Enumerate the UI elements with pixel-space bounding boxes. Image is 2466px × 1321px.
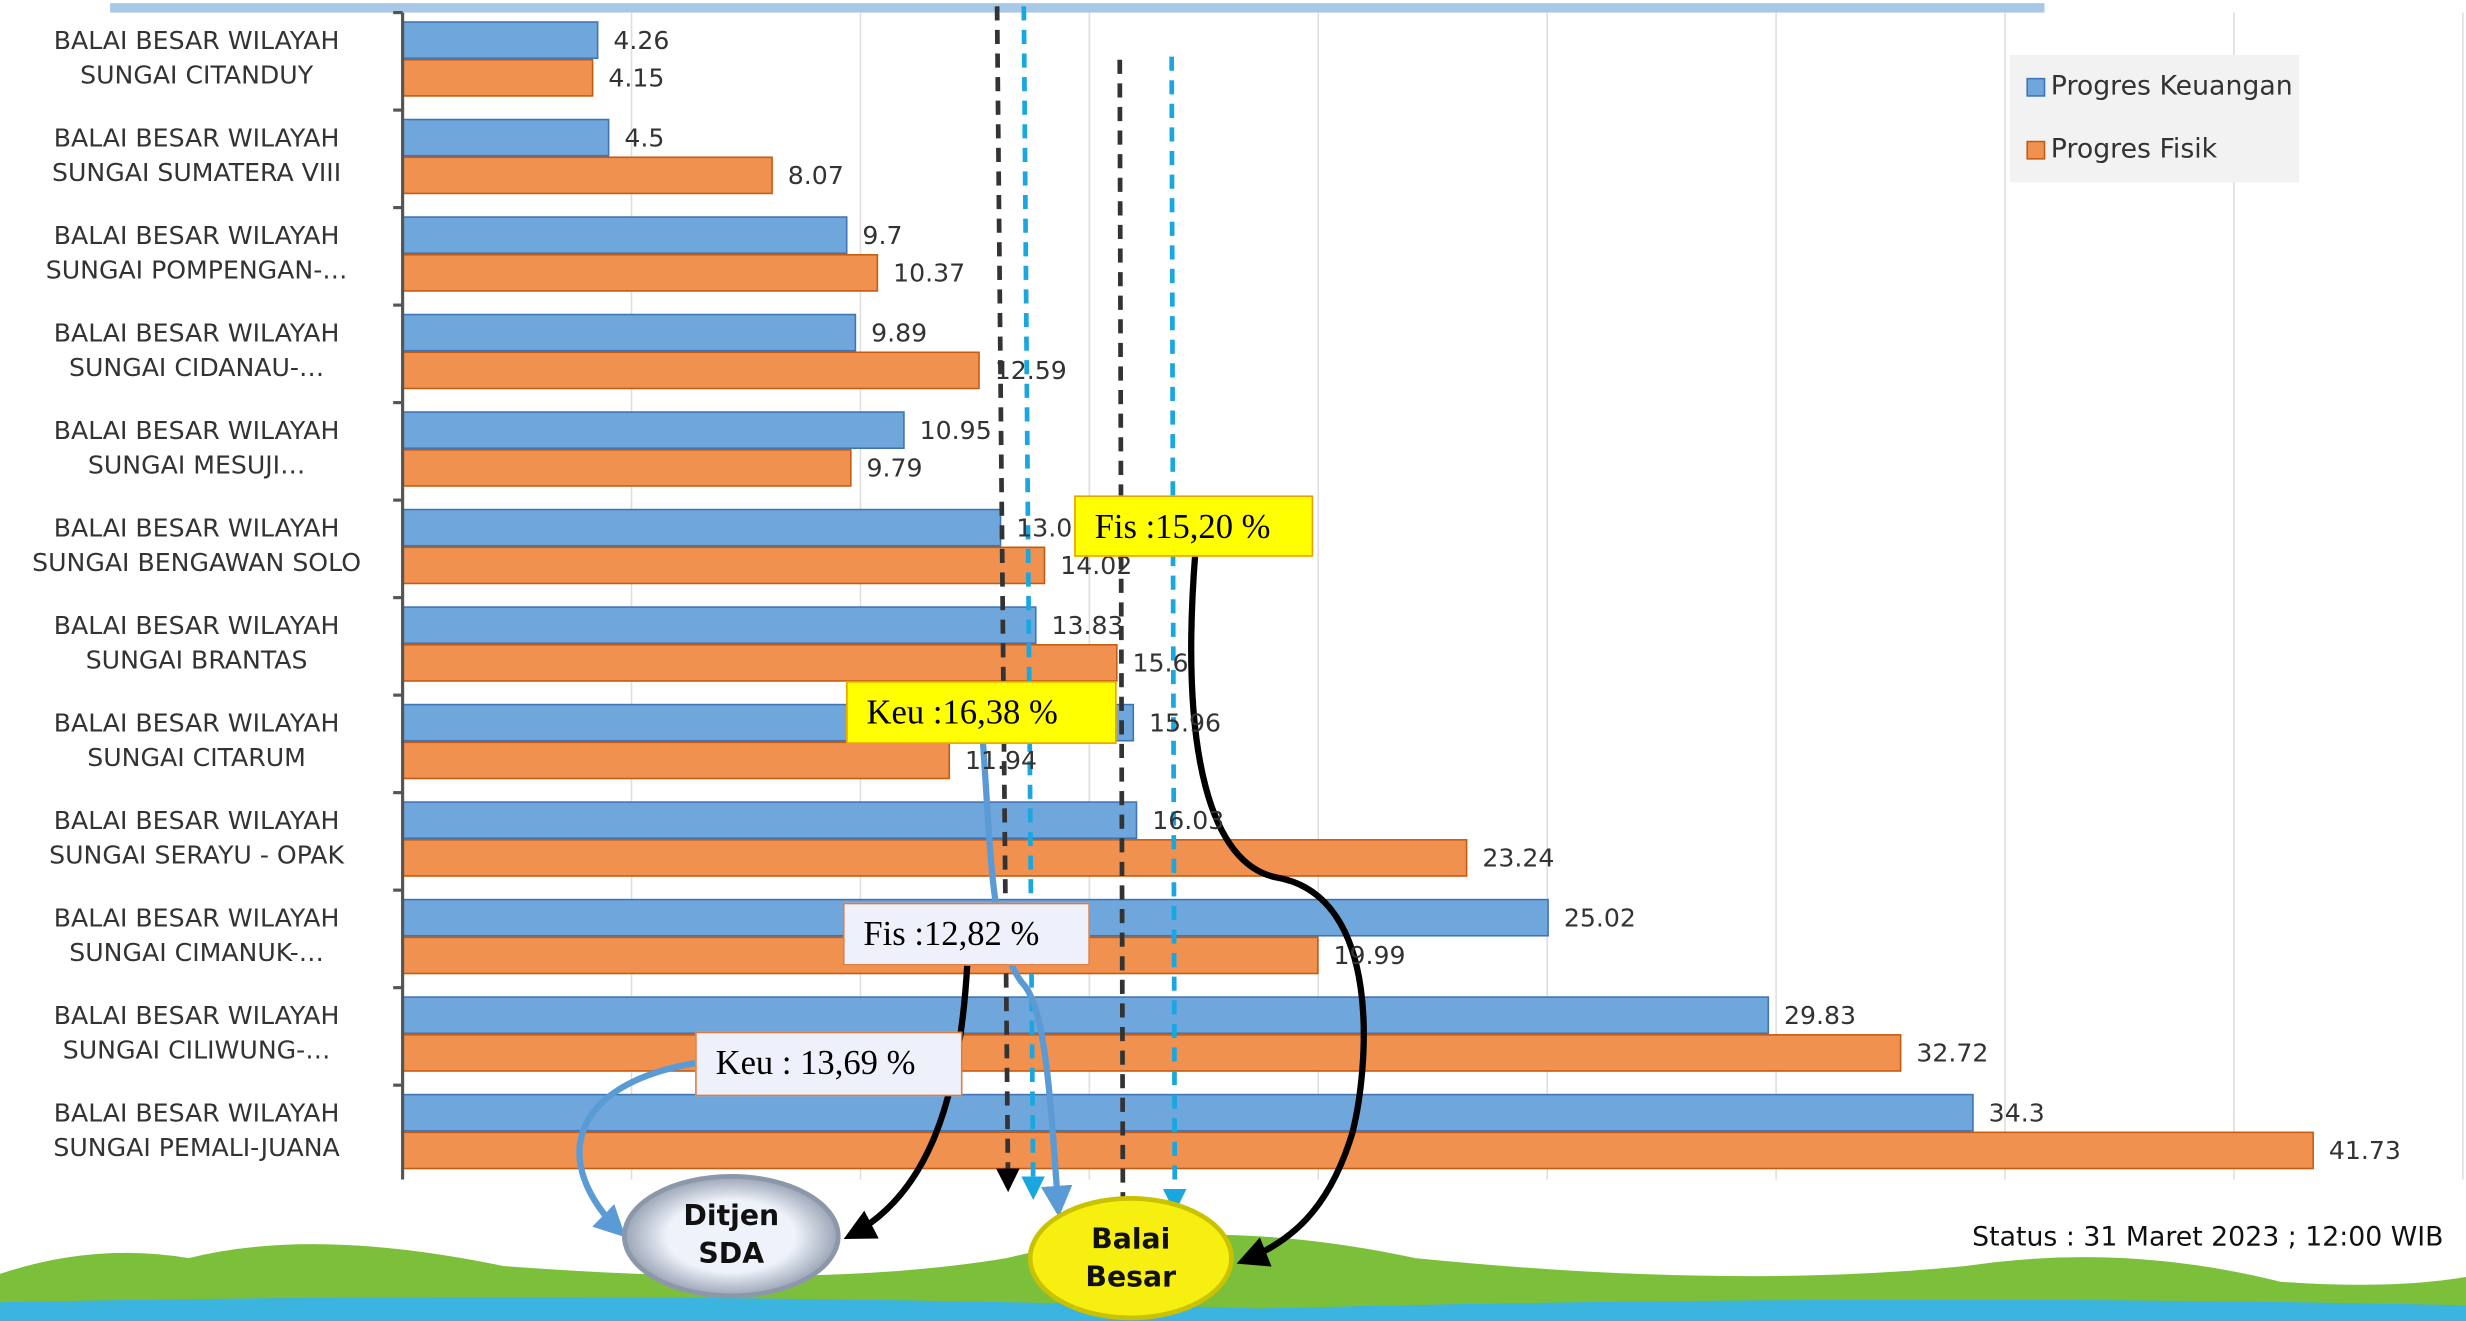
bar [403, 22, 598, 58]
value-label: 4.26 [613, 24, 669, 59]
ellipse-label: Balai Besar [1052, 1222, 1209, 1297]
bar [403, 742, 950, 778]
y-tick-label: BALAI BESAR WILAYAH SUNGAI CIDANAU-… [0, 316, 393, 385]
value-label: 34.3 [1989, 1096, 2045, 1131]
y-tick-label: BALAI BESAR WILAYAH SUNGAI CIMANUK-… [0, 901, 393, 970]
bar [403, 607, 1036, 643]
bars [393, 13, 2313, 1169]
value-label: 29.83 [1784, 999, 1856, 1034]
y-tick-label: BALAI BESAR WILAYAH SUNGAI BENGAWAN SOLO [0, 511, 393, 580]
bar [403, 802, 1137, 838]
y-tick-label: BALAI BESAR WILAYAH SUNGAI POMPENGAN-… [0, 219, 393, 288]
value-label: 4.15 [608, 61, 664, 96]
legend-label: Progres Keuangan [2051, 69, 2293, 104]
value-label: 4.5 [624, 121, 664, 156]
dashed-line [1172, 57, 1175, 1208]
legend-swatch [2027, 142, 2044, 159]
bar [403, 120, 609, 156]
value-label: 11.94 [965, 744, 1037, 779]
value-label: 10.37 [893, 256, 965, 291]
bar [403, 315, 856, 351]
bar [403, 60, 593, 96]
value-label: 13.83 [1051, 609, 1123, 644]
bar [403, 450, 851, 486]
y-tick-label: BALAI BESAR WILAYAH SUNGAI PEMALI-JUANA [0, 1096, 393, 1165]
bar [403, 1095, 1973, 1131]
ellipse-label: Ditjen SDA [653, 1198, 810, 1273]
annotation: Keu :16,38 % [846, 681, 1117, 744]
y-tick-label: BALAI BESAR WILAYAH SUNGAI SERAYU - OPAK [0, 804, 393, 873]
bar [403, 645, 1117, 681]
value-label: 10.95 [920, 414, 992, 449]
annotation: Fis :12,82 % [843, 903, 1090, 966]
bar [403, 157, 772, 193]
value-label: 9.89 [871, 316, 927, 351]
value-label: 15.96 [1149, 706, 1221, 741]
y-tick-label: BALAI BESAR WILAYAH SUNGAI CILIWUNG-… [0, 999, 393, 1068]
annotation: Keu : 13,69 % [695, 1032, 962, 1096]
bar [403, 997, 1769, 1033]
y-tick-label: BALAI BESAR WILAYAH SUNGAI CITARUM [0, 706, 393, 775]
y-tick-label: BALAI BESAR WILAYAH SUNGAI CITANDUY [0, 24, 393, 93]
bar [403, 547, 1045, 583]
value-label: 25.02 [1564, 901, 1636, 936]
value-label: 9.79 [867, 451, 923, 486]
status: Status : 31 Maret 2023 ; 12:00 WIB [1972, 1220, 2443, 1255]
y-tick-label: BALAI BESAR WILAYAH SUNGAI SUMATERA VIII [0, 121, 393, 190]
value-label: 12.59 [995, 354, 1067, 389]
annotation: Fis :15,20 % [1074, 495, 1313, 556]
y-tick-label: BALAI BESAR WILAYAH SUNGAI MESUJI… [0, 414, 393, 483]
bar [403, 510, 1001, 546]
value-label: 23.24 [1482, 841, 1554, 876]
bar [403, 1035, 1901, 1071]
value-label: 15.6 [1133, 646, 1189, 681]
y-tick-label: BALAI BESAR WILAYAH SUNGAI BRANTAS [0, 609, 393, 678]
bar [403, 217, 847, 253]
value-label: 19.99 [1334, 939, 1406, 974]
bar [403, 352, 979, 388]
value-label: 16.03 [1152, 804, 1224, 839]
value-label: 32.72 [1916, 1036, 1988, 1071]
bar [403, 1132, 2314, 1168]
value-label: 8.07 [788, 159, 844, 194]
bar [403, 840, 1467, 876]
page: BALAI BESAR WILAYAH SUNGAI CITANDUY4.264… [0, 0, 2466, 1321]
legend-swatch [2027, 79, 2044, 96]
legend-label: Progres Fisik [2051, 132, 2217, 167]
value-label: 9.7 [862, 219, 902, 254]
value-label: 41.73 [2329, 1134, 2401, 1169]
bar [403, 412, 904, 448]
bar [403, 255, 878, 291]
